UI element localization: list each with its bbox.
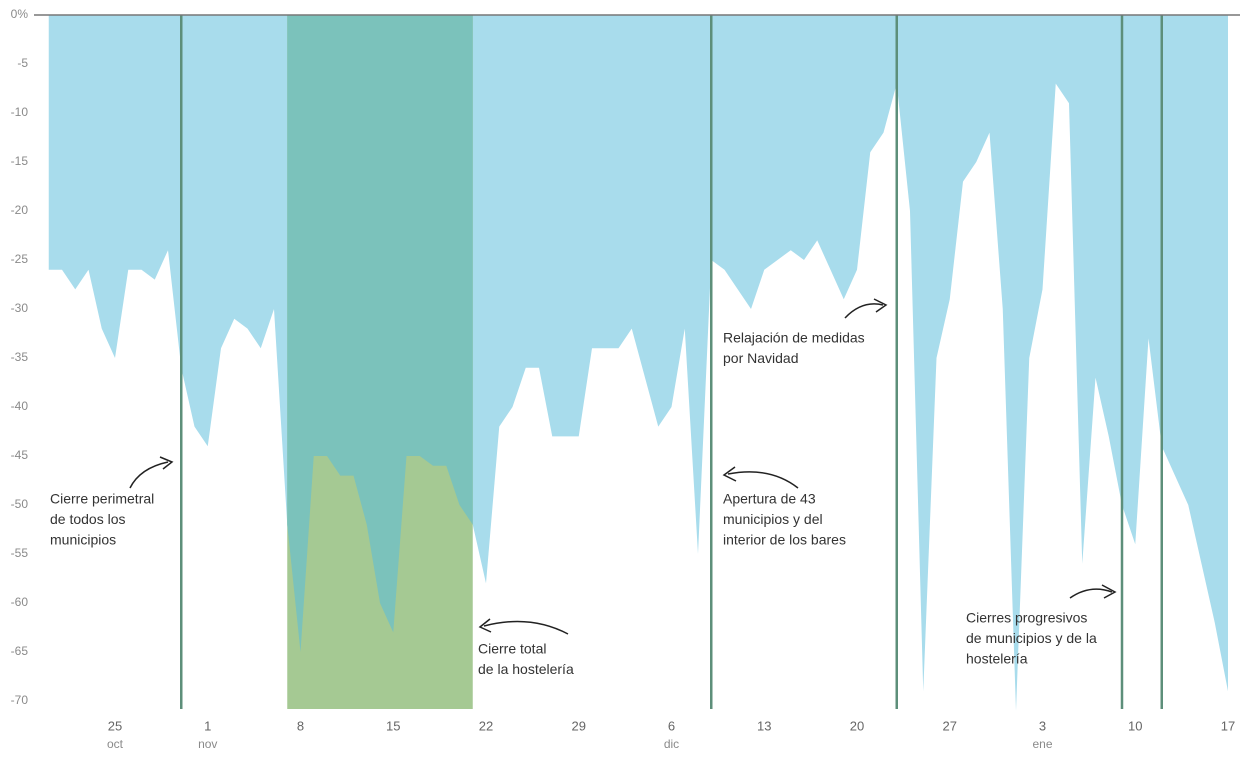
x-tick-label: 15 [386,718,400,733]
annotation: hostelería [966,651,1028,667]
arrow-head [873,298,888,313]
x-tick-label: 13 [757,718,771,733]
annotation: de municipios y de la [966,630,1097,646]
annotation: de la hostelería [478,661,574,677]
arrow [1069,588,1113,599]
arrow-head [478,618,492,633]
y-tick-label: -35 [11,350,29,364]
arrow [844,303,884,319]
arrow-head [1101,584,1117,599]
annotation: de todos los [50,511,126,527]
y-tick-label: -40 [11,399,29,413]
x-month-label: oct [107,737,124,751]
x-month-label: ene [1032,737,1052,751]
y-tick-label: -70 [11,693,29,707]
axes: 0% -5 -10 -15 -20 -25 -30 -35 -40 -45 -50 -55 -60 -65… [11,7,1240,751]
y-tick-label: -45 [11,448,29,462]
annotation: municipios y del [723,511,823,527]
arrow [727,471,799,489]
x-tick-label: 20 [850,718,864,733]
annotation: Cierre perimetral [50,491,154,507]
arrow [483,620,569,635]
x-tick-label: 8 [297,718,304,733]
y-tick-label: -30 [11,301,29,315]
area [48,15,1228,711]
y-tick-label: -25 [11,252,29,266]
arrow-head [722,466,737,482]
y-tick-label: -5 [17,56,28,70]
x-tick-label: 29 [572,718,586,733]
annotation: Apertura de 43 [723,491,816,507]
x-tick-label: 27 [943,718,957,733]
x-month-label: nov [198,737,217,751]
annotation: municipios [50,532,116,548]
annotation: Cierre total [478,641,546,657]
x-tick-label: 17 [1221,718,1235,733]
annotation: interior de los bares [723,532,846,548]
y-tick-label: -15 [11,154,29,168]
x-tick-label: 22 [479,718,493,733]
x-tick-label: 6 [668,718,675,733]
plot [48,15,1228,711]
annotation: por Navidad [723,350,799,366]
annotation: Relajación de medidas [723,330,865,346]
arrow-head [159,456,174,470]
y-tick-label: -60 [11,595,29,609]
arrow [129,461,169,489]
annotations: Cierre perimetral de todos los municipios C… [50,298,1117,677]
x-tick-label: 25 [108,718,122,733]
events [180,15,1163,709]
x-tick-label: 10 [1128,718,1142,733]
x-tick-label: 1 [204,718,211,733]
y-tick-label: -65 [11,644,29,658]
y-tick-label: 0% [11,7,29,21]
x-tick-label: 3 [1039,718,1046,733]
annotation: Cierres progresivos [966,610,1087,626]
band-upper-area [287,15,473,652]
y-tick-label: -55 [11,546,29,560]
x-month-label: dic [664,737,679,751]
y-tick-label: -10 [11,105,29,119]
y-tick-label: -50 [11,497,29,511]
y-tick-label: -20 [11,203,29,217]
